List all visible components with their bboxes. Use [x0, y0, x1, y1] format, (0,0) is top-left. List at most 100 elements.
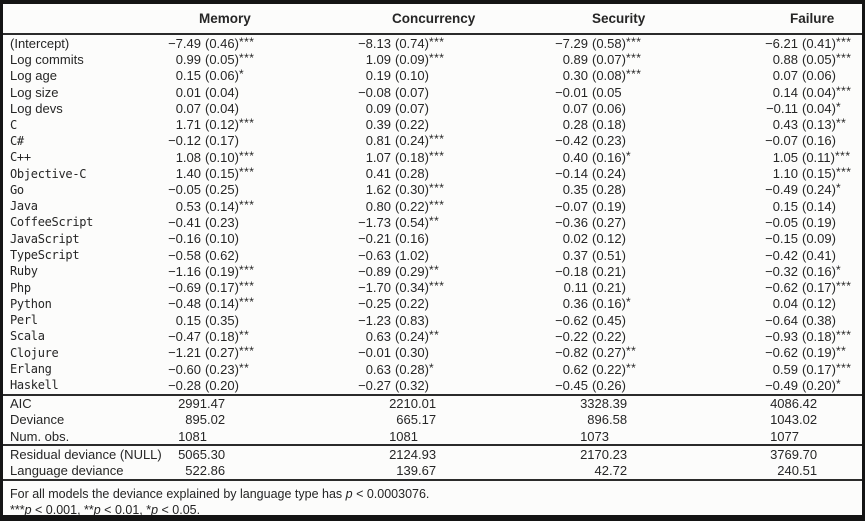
summary-value-int: 2124: [389, 447, 418, 463]
coef-value-group: −7.49 (0.46) ***: [159, 35, 254, 51]
std-error: (0.04): [802, 100, 836, 116]
coefficient: 0.30: [562, 68, 588, 84]
coefficient: 0.35: [562, 182, 588, 198]
coef-cell: −8.13 (0.74) ***: [349, 34, 546, 51]
coefficient: −7.49: [168, 35, 201, 51]
significance-stars: **: [625, 360, 637, 375]
row-label: Deviance: [10, 412, 65, 428]
coef-value-group: −0.41 (0.23): [159, 216, 239, 229]
coef-cell: 0.37 (0.51): [546, 247, 756, 263]
std-error: (0.35): [205, 312, 239, 328]
std-error: (0.04): [205, 84, 239, 100]
table-row: (Intercept) −7.49 (0.46) *** −8.13 (0.74) *** −…: [3, 34, 862, 51]
summary-cell: 522.86: [159, 463, 349, 480]
std-error: (0.24): [395, 328, 429, 344]
coef-cell: −0.18 (0.21): [546, 263, 756, 279]
std-error: (0.22): [395, 198, 429, 214]
coefficient: −0.69: [168, 280, 201, 296]
table-header: Memory Concurrency Security Failure: [3, 4, 862, 35]
coefficient: −0.15: [765, 231, 798, 247]
coefficient: 0.39: [365, 117, 391, 133]
coef-value-group: 0.07 (0.06): [756, 69, 836, 82]
footnote-text: ***: [10, 502, 25, 517]
coefficient: −0.42: [765, 247, 798, 263]
row-label: Python: [10, 296, 52, 311]
summary-cell: 1081: [349, 428, 546, 445]
coefficient: −0.18: [555, 263, 588, 279]
coef-value-group: 0.36 (0.16) *: [546, 296, 631, 310]
std-error: (0.21): [592, 263, 626, 279]
significance-stars: **: [835, 344, 847, 359]
summary-cell: 3769.70: [756, 445, 862, 462]
row-label: Haskell: [10, 378, 59, 393]
table-row: C++ 1.08 (0.10) *** 1.07 (0.18) *** 0.40 (0.16) *…: [3, 149, 862, 165]
coefficient: −0.01: [555, 84, 588, 100]
coef-cell: −0.11 (0.04) *: [756, 100, 862, 116]
table-row: C 1.71 (0.12) *** 0.39 (0.22) 0.28 (0.18) 0.43 (0…: [3, 116, 862, 132]
significance-stars: **: [238, 360, 250, 375]
std-error: (0.58): [592, 35, 626, 51]
coefficient: −8.13: [358, 35, 391, 51]
row-label: Php: [10, 280, 31, 295]
coefficient: 0.19: [365, 68, 391, 84]
table-row: TypeScript −0.58 (0.62) −0.63 (1.02) 0.37 (0.5…: [3, 247, 862, 263]
significance-stars: ***: [835, 165, 852, 180]
coefficient: 1.62: [365, 182, 391, 198]
coef-cell: −0.41 (0.23): [159, 214, 349, 230]
coef-value-group: −0.01 (0.05: [546, 86, 622, 99]
row-label: C#: [10, 133, 24, 148]
coef-value-group: 0.63 (0.28) *: [349, 361, 434, 377]
table-row: Php −0.69 (0.17) *** −1.70 (0.34) *** 0.11 (0.21…: [3, 279, 862, 295]
std-error: (0.09): [395, 51, 429, 67]
coefficient: −0.25: [358, 296, 391, 312]
coef-cell: 1.07 (0.18) ***: [349, 149, 546, 165]
summary-value-frac: .47: [207, 396, 226, 412]
significance-stars: *: [428, 360, 435, 375]
coefficient: −0.22: [555, 328, 588, 344]
coefficient: −0.14: [555, 166, 588, 182]
std-error: (0.22): [592, 361, 626, 377]
coef-value-group: 0.40 (0.16) *: [546, 149, 631, 165]
summary-value-frac: .02: [799, 412, 818, 428]
std-error: (0.38): [802, 312, 836, 328]
coef-value-group: −0.22 (0.22): [546, 330, 626, 343]
summary-value-int: 4086: [770, 396, 799, 412]
summary-value-int: 895: [185, 412, 207, 428]
coefficient: −1.16: [168, 263, 201, 279]
coef-cell: 0.89 (0.07) ***: [546, 51, 756, 67]
significance-stars: ***: [835, 83, 852, 98]
row-label: AIC: [10, 396, 32, 412]
coef-cell: −0.36 (0.27): [546, 214, 756, 230]
std-error: (0.08): [592, 68, 626, 84]
table-row: Scala −0.47 (0.18) ** 0.63 (0.24) ** −0.22 (0.22…: [3, 328, 862, 344]
coefficient: 0.63: [365, 361, 391, 377]
coef-cell: 0.07 (0.04): [159, 100, 349, 116]
row-label: JavaScript: [10, 231, 80, 246]
summary-cell: 895.02: [159, 412, 349, 428]
coefficient: −0.07: [765, 133, 798, 149]
significance-stars: ***: [625, 34, 642, 49]
summary-value-int: 1081: [178, 428, 207, 444]
coefficient: 0.62: [562, 361, 588, 377]
coef-cell: 0.53 (0.14) ***: [159, 198, 349, 214]
significance-stars: ***: [625, 67, 642, 82]
coefficient: 0.88: [772, 51, 798, 67]
coefficient: 1.08: [175, 149, 201, 165]
std-error: (0.24): [395, 133, 429, 149]
coefficient: −0.62: [555, 312, 588, 328]
coefficient: 1.71: [175, 117, 201, 133]
row-label: Go: [10, 182, 24, 197]
significance-stars: **: [428, 262, 440, 277]
summary-cell: 42.72: [546, 463, 756, 480]
significance-stars: ***: [835, 34, 852, 49]
summary-value-int: 522: [185, 463, 207, 479]
coef-value-group: −1.16 (0.19) ***: [159, 263, 254, 279]
significance-stars: ***: [428, 197, 445, 212]
coefficient: 0.11: [563, 280, 588, 296]
coefficient: 0.37: [562, 247, 588, 263]
coefficient: 0.40: [562, 149, 588, 165]
std-error: (0.19): [592, 198, 626, 214]
std-error: (0.19): [802, 345, 836, 361]
coef-cell: −1.23 (0.83): [349, 312, 546, 328]
coef-cell: −0.21 (0.16): [349, 231, 546, 247]
